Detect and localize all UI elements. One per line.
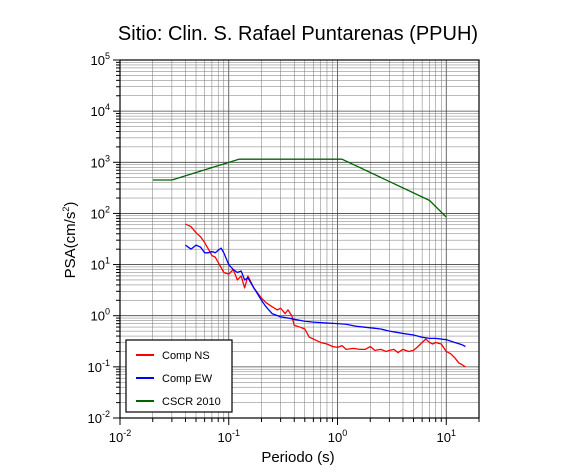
y-tick-base: 10 bbox=[91, 155, 105, 170]
y-tick-base: 10 bbox=[91, 258, 105, 273]
y-tick-label: 103 bbox=[91, 153, 110, 170]
x-tick-exp: -2 bbox=[123, 428, 131, 438]
y-tick-label: 104 bbox=[91, 102, 110, 119]
y-tick-label: 10-1 bbox=[88, 358, 110, 375]
y-tick-base: 10 bbox=[91, 206, 105, 221]
series-line-2 bbox=[152, 158, 447, 218]
y-tick-base: 10 bbox=[91, 53, 105, 68]
y-tick-exp: -1 bbox=[102, 358, 110, 368]
x-tick-base: 10 bbox=[437, 430, 451, 445]
y-tick-label: 105 bbox=[91, 51, 110, 68]
plot-series bbox=[152, 158, 466, 368]
legend-label-2: CSCR 2010 bbox=[162, 396, 221, 408]
y-tick-label: 10-2 bbox=[88, 409, 110, 426]
legend-label-0: Comp NS bbox=[162, 350, 210, 362]
y-tick-exp: 4 bbox=[105, 102, 110, 112]
y-tick-base: 10 bbox=[91, 309, 105, 324]
y-axis-label-close: ) bbox=[62, 202, 79, 207]
y-axis-label: PSA(cm/s2) bbox=[61, 202, 79, 279]
x-tick-exp: 1 bbox=[451, 428, 456, 438]
y-axis-label-main: PSA(cm/s bbox=[62, 212, 79, 279]
x-tick-base: 10 bbox=[109, 430, 123, 445]
chart-title: Sitio: Clin. S. Rafael Puntarenas (PPUH) bbox=[118, 23, 478, 45]
series-line-1 bbox=[185, 244, 466, 348]
y-tick-base: 10 bbox=[88, 411, 102, 426]
x-tick-label: 100 bbox=[328, 428, 347, 445]
y-tick-exp: 0 bbox=[105, 307, 110, 317]
x-ticks: 10-2 10-1 100 101 bbox=[109, 418, 480, 445]
series-line-0 bbox=[185, 223, 466, 368]
y-tick-exp: 2 bbox=[105, 204, 110, 214]
y-tick-base: 10 bbox=[91, 104, 105, 119]
y-tick-exp: -2 bbox=[102, 409, 110, 419]
x-tick-base: 10 bbox=[328, 430, 342, 445]
plot-frame bbox=[119, 59, 480, 419]
y-tick-exp: 5 bbox=[105, 51, 110, 61]
legend: Comp NS Comp EW CSCR 2010 bbox=[125, 339, 233, 413]
y-tick-label: 102 bbox=[91, 204, 110, 221]
y-tick-label: 100 bbox=[91, 307, 110, 324]
grid bbox=[119, 59, 480, 419]
x-tick-exp: -1 bbox=[232, 428, 240, 438]
x-tick-base: 10 bbox=[218, 430, 232, 445]
y-axis-label-sup: 2 bbox=[61, 207, 71, 212]
legend-label-1: Comp EW bbox=[162, 373, 213, 385]
y-tick-exp: 3 bbox=[105, 153, 110, 163]
x-tick-label: 10-2 bbox=[109, 428, 131, 445]
x-tick-label: 10-1 bbox=[218, 428, 240, 445]
x-axis-label: Periodo (s) bbox=[261, 449, 334, 466]
y-tick-label: 101 bbox=[91, 256, 110, 273]
x-tick-exp: 0 bbox=[342, 428, 347, 438]
y-tick-base: 10 bbox=[88, 360, 102, 375]
y-tick-exp: 1 bbox=[105, 256, 110, 266]
x-tick-label: 101 bbox=[437, 428, 456, 445]
